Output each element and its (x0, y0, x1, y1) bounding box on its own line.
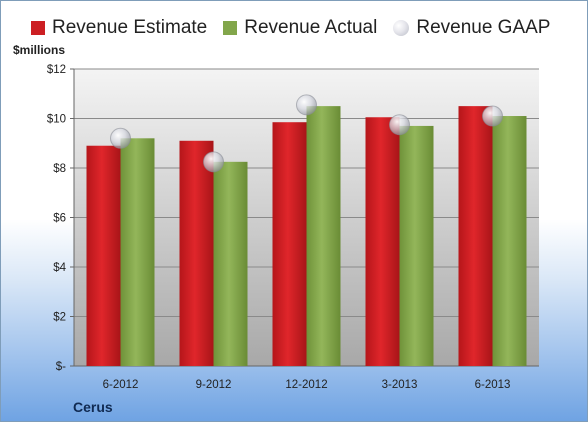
point-revenue-gaap (296, 94, 317, 116)
legend: Revenue Estimate Revenue Actual Revenue … (31, 17, 566, 39)
y-tick-label: $2 (53, 312, 66, 324)
plot-area: $- $2 $4 $6 $8 $10 $12 6-2012 9-2012 12-2012 3-201… (47, 64, 539, 391)
x-tick-label: 3-2013 (382, 379, 418, 391)
y-tick-label: $10 (47, 114, 66, 126)
bar-revenue-estimate (179, 140, 214, 366)
legend-label-gaap: Revenue GAAP (416, 17, 551, 38)
x-tick-label: 6-2013 (475, 379, 511, 391)
y-axis-units-label: $millions (13, 43, 66, 57)
y-tick-label: $12 (47, 64, 66, 76)
x-tick-label: 12-2012 (285, 379, 327, 391)
y-tick-label: $- (56, 361, 66, 373)
legend-swatch-actual (223, 21, 238, 35)
x-tick-label: 9-2012 (196, 379, 232, 391)
bar-revenue-estimate (272, 122, 307, 367)
legend-item-gaap: Revenue GAAP (393, 17, 550, 39)
y-tick-label: $4 (53, 262, 66, 274)
y-tick-label: $8 (53, 163, 66, 175)
bar-revenue-actual (306, 106, 341, 366)
legend-swatch-gaap (393, 20, 410, 36)
bar-revenue-actual (492, 116, 527, 367)
bar-revenue-actual (213, 161, 248, 366)
legend-label-estimate: Revenue Estimate (52, 17, 208, 38)
y-tick-label: $6 (53, 213, 66, 225)
bar-revenue-estimate (86, 145, 121, 366)
point-revenue-gaap (203, 151, 224, 173)
bar-revenue-estimate (458, 106, 493, 366)
bar-revenue-estimate (365, 117, 400, 366)
bar-revenue-actual (399, 125, 434, 366)
point-revenue-gaap (110, 127, 131, 149)
point-revenue-gaap (482, 105, 503, 127)
bar-revenue-actual (120, 138, 155, 366)
legend-swatch-estimate (31, 21, 45, 35)
legend-item-estimate: Revenue Estimate (31, 17, 207, 39)
legend-label-actual: Revenue Actual (244, 17, 378, 38)
point-revenue-gaap (389, 114, 410, 136)
company-name: Cerus (73, 399, 113, 415)
legend-item-actual: Revenue Actual (223, 17, 377, 39)
x-tick-label: 6-2012 (103, 379, 139, 391)
